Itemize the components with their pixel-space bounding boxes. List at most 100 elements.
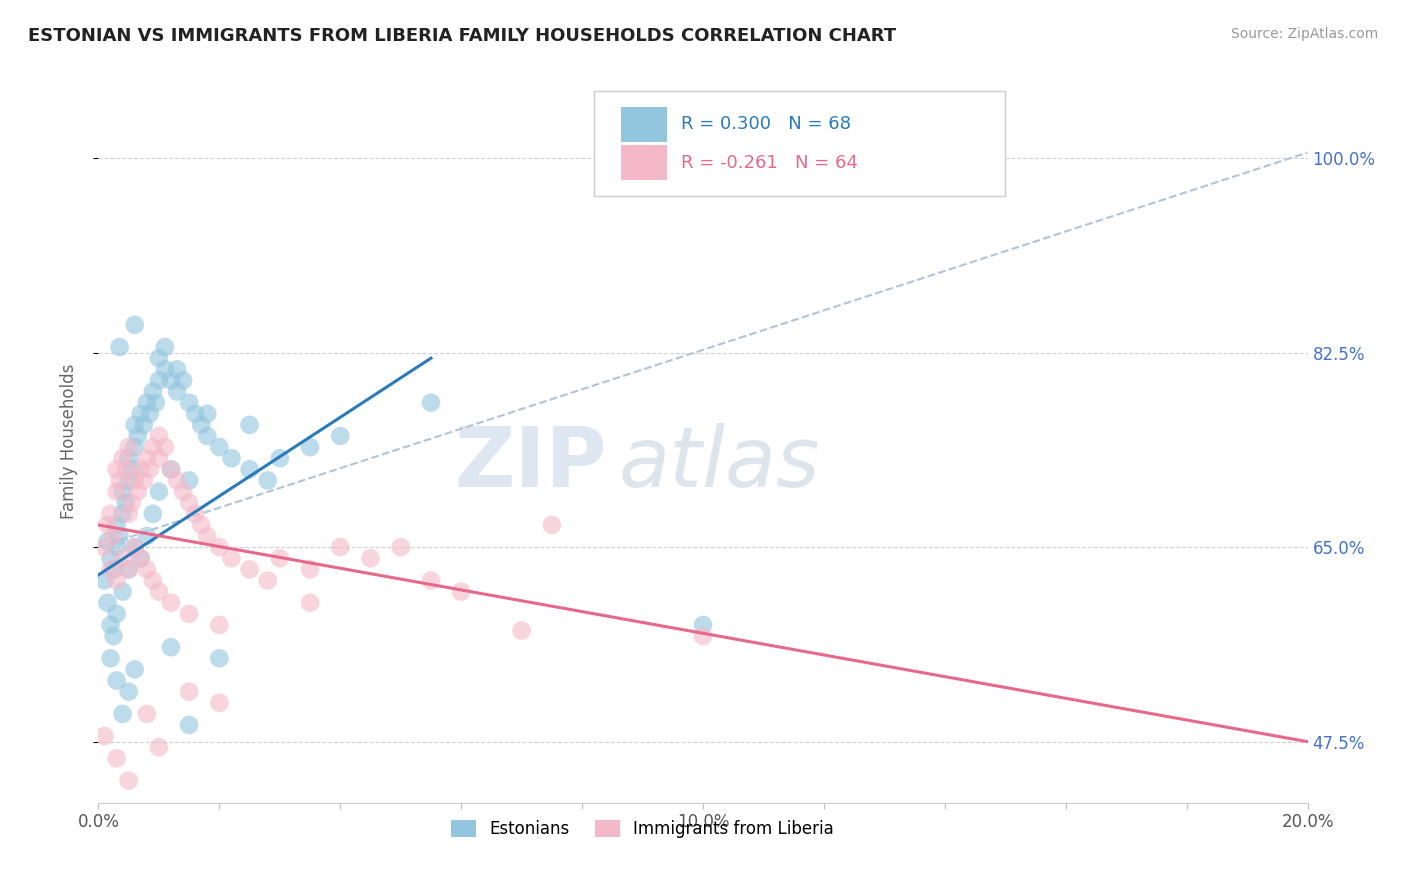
Point <box>208 540 231 554</box>
Point <box>96 596 118 610</box>
Point <box>129 551 152 566</box>
Point <box>190 417 212 432</box>
Point <box>118 562 141 576</box>
Point <box>139 462 162 476</box>
Point <box>100 507 122 521</box>
Point <box>190 517 212 532</box>
Point <box>420 574 443 588</box>
Point <box>166 384 188 399</box>
Point <box>195 529 218 543</box>
Point <box>269 551 291 566</box>
Y-axis label: Family Households: Family Households <box>59 364 77 519</box>
Point <box>179 395 201 409</box>
Point <box>179 718 201 732</box>
Point <box>299 562 322 576</box>
Point <box>329 540 352 554</box>
Point <box>129 407 152 421</box>
Point <box>195 429 218 443</box>
Point <box>103 562 125 576</box>
Point <box>118 562 141 576</box>
Point <box>96 534 118 549</box>
Point <box>132 474 155 488</box>
Point <box>105 517 128 532</box>
Point <box>510 624 533 638</box>
Point <box>148 429 170 443</box>
Point <box>135 451 157 466</box>
Point <box>100 651 122 665</box>
Point <box>160 640 183 655</box>
Point <box>111 484 134 499</box>
Point <box>108 474 131 488</box>
Point <box>179 684 201 698</box>
Point <box>114 462 136 476</box>
Point <box>105 484 128 499</box>
Point <box>100 618 122 632</box>
Point <box>692 629 714 643</box>
Point <box>148 451 170 466</box>
Point <box>239 417 262 432</box>
Point <box>139 407 162 421</box>
Text: R = 0.300   N = 68: R = 0.300 N = 68 <box>682 115 851 133</box>
Point <box>360 551 382 566</box>
Point <box>256 474 278 488</box>
Point <box>142 384 165 399</box>
Point <box>148 740 170 755</box>
Point <box>135 529 157 543</box>
Point <box>329 429 352 443</box>
Point <box>540 517 562 532</box>
Point <box>100 562 122 576</box>
Point <box>124 474 146 488</box>
Text: ZIP: ZIP <box>454 423 606 504</box>
Text: ESTONIAN VS IMMIGRANTS FROM LIBERIA FAMILY HOUSEHOLDS CORRELATION CHART: ESTONIAN VS IMMIGRANTS FROM LIBERIA FAMI… <box>28 27 896 45</box>
Point <box>148 351 170 366</box>
FancyBboxPatch shape <box>621 145 666 180</box>
Text: atlas: atlas <box>619 423 820 504</box>
Point <box>142 507 165 521</box>
Point <box>124 318 146 332</box>
FancyBboxPatch shape <box>595 91 1005 196</box>
Point <box>118 451 141 466</box>
Point <box>135 706 157 721</box>
Point <box>153 362 176 376</box>
Point <box>420 395 443 409</box>
Point <box>111 551 134 566</box>
Point <box>118 818 141 832</box>
Point <box>208 651 231 665</box>
Point <box>148 373 170 387</box>
Point <box>105 751 128 765</box>
Point <box>105 540 128 554</box>
Point <box>124 417 146 432</box>
FancyBboxPatch shape <box>621 107 666 142</box>
Point <box>389 540 412 554</box>
Point <box>160 462 183 476</box>
Point <box>256 574 278 588</box>
Point <box>269 451 291 466</box>
Point <box>184 407 207 421</box>
Point <box>118 440 141 454</box>
Point <box>121 462 143 476</box>
Point <box>111 507 134 521</box>
Point <box>195 407 218 421</box>
Point <box>172 373 194 387</box>
Point <box>105 607 128 621</box>
Text: R = -0.261   N = 64: R = -0.261 N = 64 <box>682 153 858 171</box>
Point <box>160 373 183 387</box>
Point <box>221 451 243 466</box>
Point <box>132 417 155 432</box>
Point <box>179 496 201 510</box>
Point <box>184 507 207 521</box>
Point <box>142 440 165 454</box>
Point <box>100 551 122 566</box>
Point <box>135 395 157 409</box>
Point <box>118 474 141 488</box>
Point <box>208 618 231 632</box>
Point <box>105 462 128 476</box>
Point <box>105 673 128 688</box>
Point <box>93 574 115 588</box>
Point <box>111 584 134 599</box>
Point <box>148 484 170 499</box>
Point <box>118 684 141 698</box>
Point <box>299 440 322 454</box>
Point <box>108 529 131 543</box>
Point <box>127 429 149 443</box>
